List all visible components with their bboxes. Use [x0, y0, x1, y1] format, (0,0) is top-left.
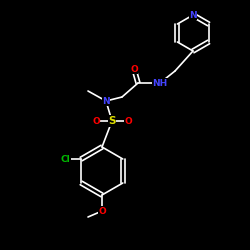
Text: O: O	[92, 116, 100, 126]
Text: Cl: Cl	[60, 154, 70, 164]
Text: N: N	[102, 96, 110, 106]
Text: O: O	[130, 64, 138, 74]
Text: NH: NH	[152, 78, 168, 88]
Text: N: N	[189, 10, 197, 20]
Text: S: S	[108, 116, 116, 126]
Text: O: O	[98, 206, 106, 216]
Text: O: O	[124, 116, 132, 126]
